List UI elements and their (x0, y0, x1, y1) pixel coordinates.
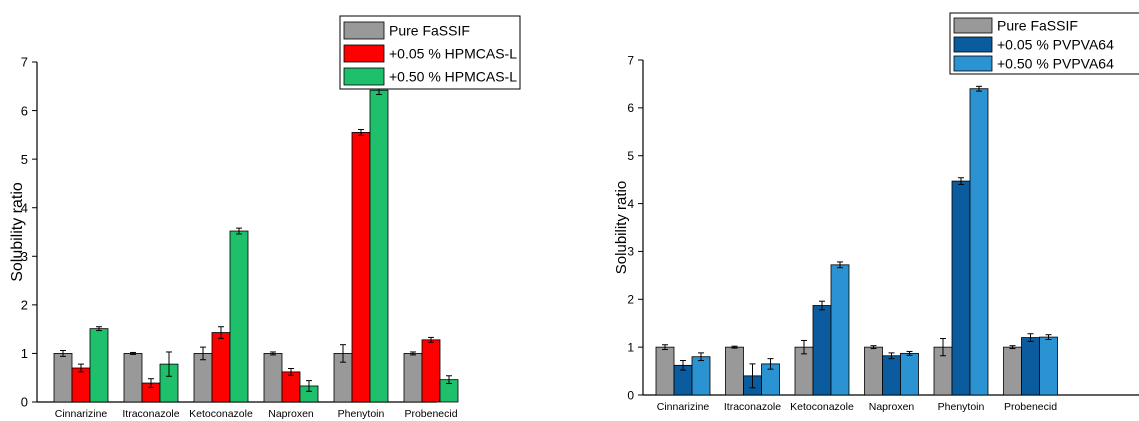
bar (900, 352, 919, 396)
bar (1003, 346, 1022, 396)
y-tick-label: 2 (21, 298, 28, 313)
y-tick-label: 0 (627, 388, 634, 402)
x-tick-label: Probenecid (1004, 401, 1057, 413)
x-tick-label: Ketoconazole (790, 401, 854, 413)
bar (53, 353, 73, 403)
legend-swatch (953, 36, 993, 53)
x-tick-label: Cinnarizine (55, 408, 108, 420)
bar (421, 339, 441, 403)
legend: Pure FaSSIF +0.05 % PVPVA64 +0.50 % PVPVA6… (949, 12, 1139, 75)
bar (229, 230, 249, 403)
y-tick-label: 4 (21, 200, 28, 215)
y-tick-label: 1 (627, 340, 634, 354)
legend-label: Pure FaSSIF (389, 23, 470, 39)
legend-label: +0.50 % HPMCAS-L (389, 69, 517, 85)
bar (1039, 336, 1058, 396)
bar (1021, 337, 1040, 396)
bar (193, 353, 213, 403)
bar (725, 346, 744, 396)
legend-label: +0.05 % PVPVA64 (997, 37, 1114, 53)
y-tick-label: 1 (21, 346, 28, 361)
x-tick-label: Naproxen (869, 401, 915, 413)
y-tick-label: 6 (627, 101, 634, 115)
legend-swatch (953, 17, 993, 34)
y-tick-label: 7 (21, 55, 28, 70)
bar (864, 346, 883, 396)
x-tick-label: Naproxen (268, 408, 314, 420)
bar (351, 132, 371, 403)
x-tick-label: Phenytoin (338, 408, 385, 420)
bar (263, 353, 283, 403)
bar (123, 353, 143, 403)
y-tick-label: 5 (21, 152, 28, 167)
bar (89, 328, 109, 403)
legend-label: +0.50 % PVPVA64 (997, 56, 1114, 72)
bar (71, 367, 91, 403)
legend-swatch (343, 67, 385, 86)
chart-panel-1: 0 1 2 3 4 5 6 7 Solubility ratio Cinnarizine Itrac… (9, 15, 521, 420)
y-tick-label: 6 (21, 103, 28, 118)
y-tick-label: 4 (627, 197, 634, 211)
bar (281, 371, 301, 403)
bar (951, 180, 971, 396)
bar (403, 353, 423, 403)
x-tick-label: Phenytoin (938, 401, 985, 413)
y-tick-label: 2 (627, 293, 634, 307)
legend-swatch (343, 44, 385, 63)
bar (812, 305, 832, 396)
bar (691, 356, 711, 396)
y-tick-label: 3 (627, 245, 634, 259)
bar (882, 355, 901, 396)
x-tick-label: Itraconazole (724, 401, 781, 413)
legend-swatch (953, 55, 993, 72)
y-tick-label: 0 (21, 395, 28, 410)
bar (830, 264, 850, 396)
bar (211, 332, 231, 403)
legend: Pure FaSSIF +0.05 % HPMCAS-L +0.50 % HPMCA… (339, 15, 521, 90)
x-tick-label: Itraconazole (122, 408, 179, 420)
x-tick-label: Ketoconazole (189, 408, 253, 420)
legend-label: +0.05 % HPMCAS-L (389, 46, 517, 62)
bar (969, 88, 989, 396)
bar (655, 346, 675, 396)
y-tick-label: 7 (627, 53, 634, 67)
y-tick-label: 5 (627, 149, 634, 163)
legend-label: Pure FaSSIF (997, 18, 1078, 34)
legend-swatch (343, 21, 385, 40)
y-axis-label: Solubility ratio (613, 181, 630, 274)
chart-panel-2: 0 1 2 3 4 5 6 7 Solubility ratio Cinnarizine Itrac… (613, 12, 1139, 413)
x-tick-label: Probenecid (404, 408, 457, 420)
y-tick-label: 3 (21, 249, 28, 264)
y-axis-label: Solubility ratio (9, 182, 26, 282)
bar (369, 89, 389, 403)
x-tick-label: Cinnarizine (657, 401, 710, 413)
